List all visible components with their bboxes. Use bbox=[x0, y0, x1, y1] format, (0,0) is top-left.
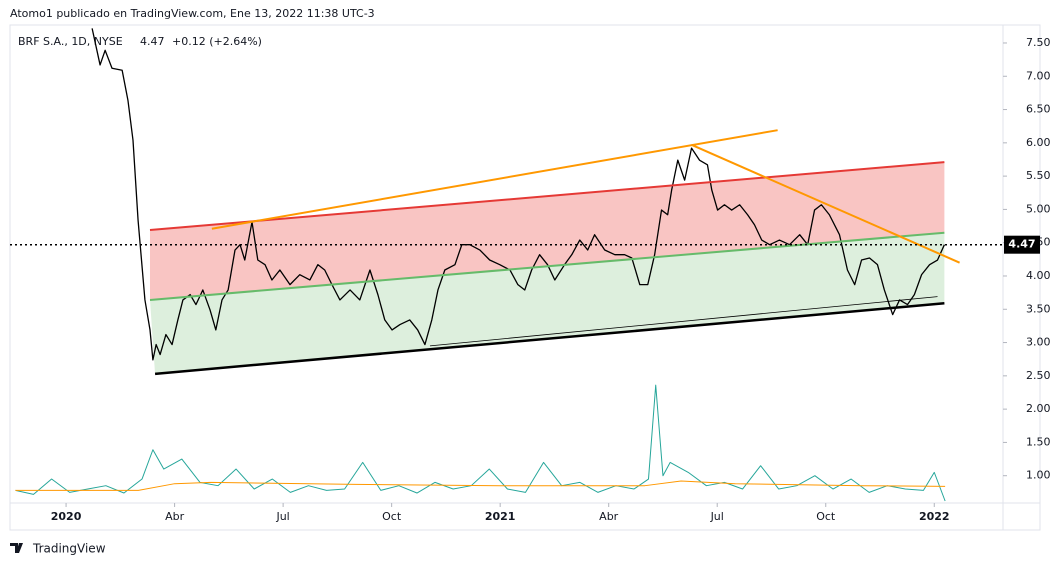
y-tick-label: 3.00 bbox=[1026, 336, 1051, 349]
trendline bbox=[429, 296, 938, 347]
band bbox=[149, 232, 945, 374]
x-tick-label: Abr bbox=[599, 510, 619, 523]
y-tick-label: 7.00 bbox=[1026, 69, 1051, 82]
band bbox=[149, 162, 945, 300]
series-line bbox=[15, 480, 946, 491]
y-tick-label: 7.50 bbox=[1026, 36, 1051, 49]
y-tick-label: 1.00 bbox=[1026, 469, 1051, 482]
x-tick-label: Abr bbox=[165, 510, 185, 523]
x-tick-label: Jul bbox=[275, 510, 289, 523]
brand: TradingView bbox=[32, 542, 106, 556]
y-tick-label: 5.50 bbox=[1026, 169, 1051, 182]
x-tick-label: Oct bbox=[816, 510, 836, 523]
last-price-label: 4.47 bbox=[1008, 238, 1035, 251]
trendline bbox=[149, 231, 945, 301]
trendline bbox=[154, 302, 945, 376]
trendline bbox=[149, 161, 945, 232]
brand-logo: TradingView bbox=[10, 542, 106, 556]
series-line bbox=[91, 28, 945, 361]
x-tick-label: Jul bbox=[710, 510, 724, 523]
x-tick-label: 2020 bbox=[51, 510, 82, 523]
x-tick-label: Oct bbox=[382, 510, 402, 523]
last-price-box bbox=[1004, 235, 1040, 254]
plot bbox=[15, 28, 960, 502]
last-price-legend: 4.47 bbox=[140, 35, 165, 48]
y-tick-label: 3.50 bbox=[1026, 302, 1051, 315]
series-line bbox=[15, 384, 946, 502]
trendline bbox=[211, 129, 778, 230]
x-tick-label: 2022 bbox=[919, 510, 950, 523]
y-tick-label: 6.00 bbox=[1026, 136, 1051, 149]
y-tick-label: 6.50 bbox=[1026, 103, 1051, 116]
y-tick-label: 2.00 bbox=[1026, 402, 1051, 415]
x-tick-label: 2021 bbox=[485, 510, 516, 523]
trendline bbox=[691, 143, 960, 264]
frame bbox=[9, 24, 1041, 531]
symbol: BRF S.A., 1D, NYSE bbox=[18, 35, 123, 48]
y-tick-label: 5.00 bbox=[1026, 202, 1051, 215]
change: +0.12 (+2.64%) bbox=[172, 35, 262, 48]
chart-title: Atomo1 publicado en TradingView.com, Ene… bbox=[10, 7, 375, 20]
y-tick-label: 4.00 bbox=[1026, 269, 1051, 282]
y-tick-label: 1.50 bbox=[1026, 435, 1051, 448]
y-tick-label: 2.50 bbox=[1026, 369, 1051, 382]
